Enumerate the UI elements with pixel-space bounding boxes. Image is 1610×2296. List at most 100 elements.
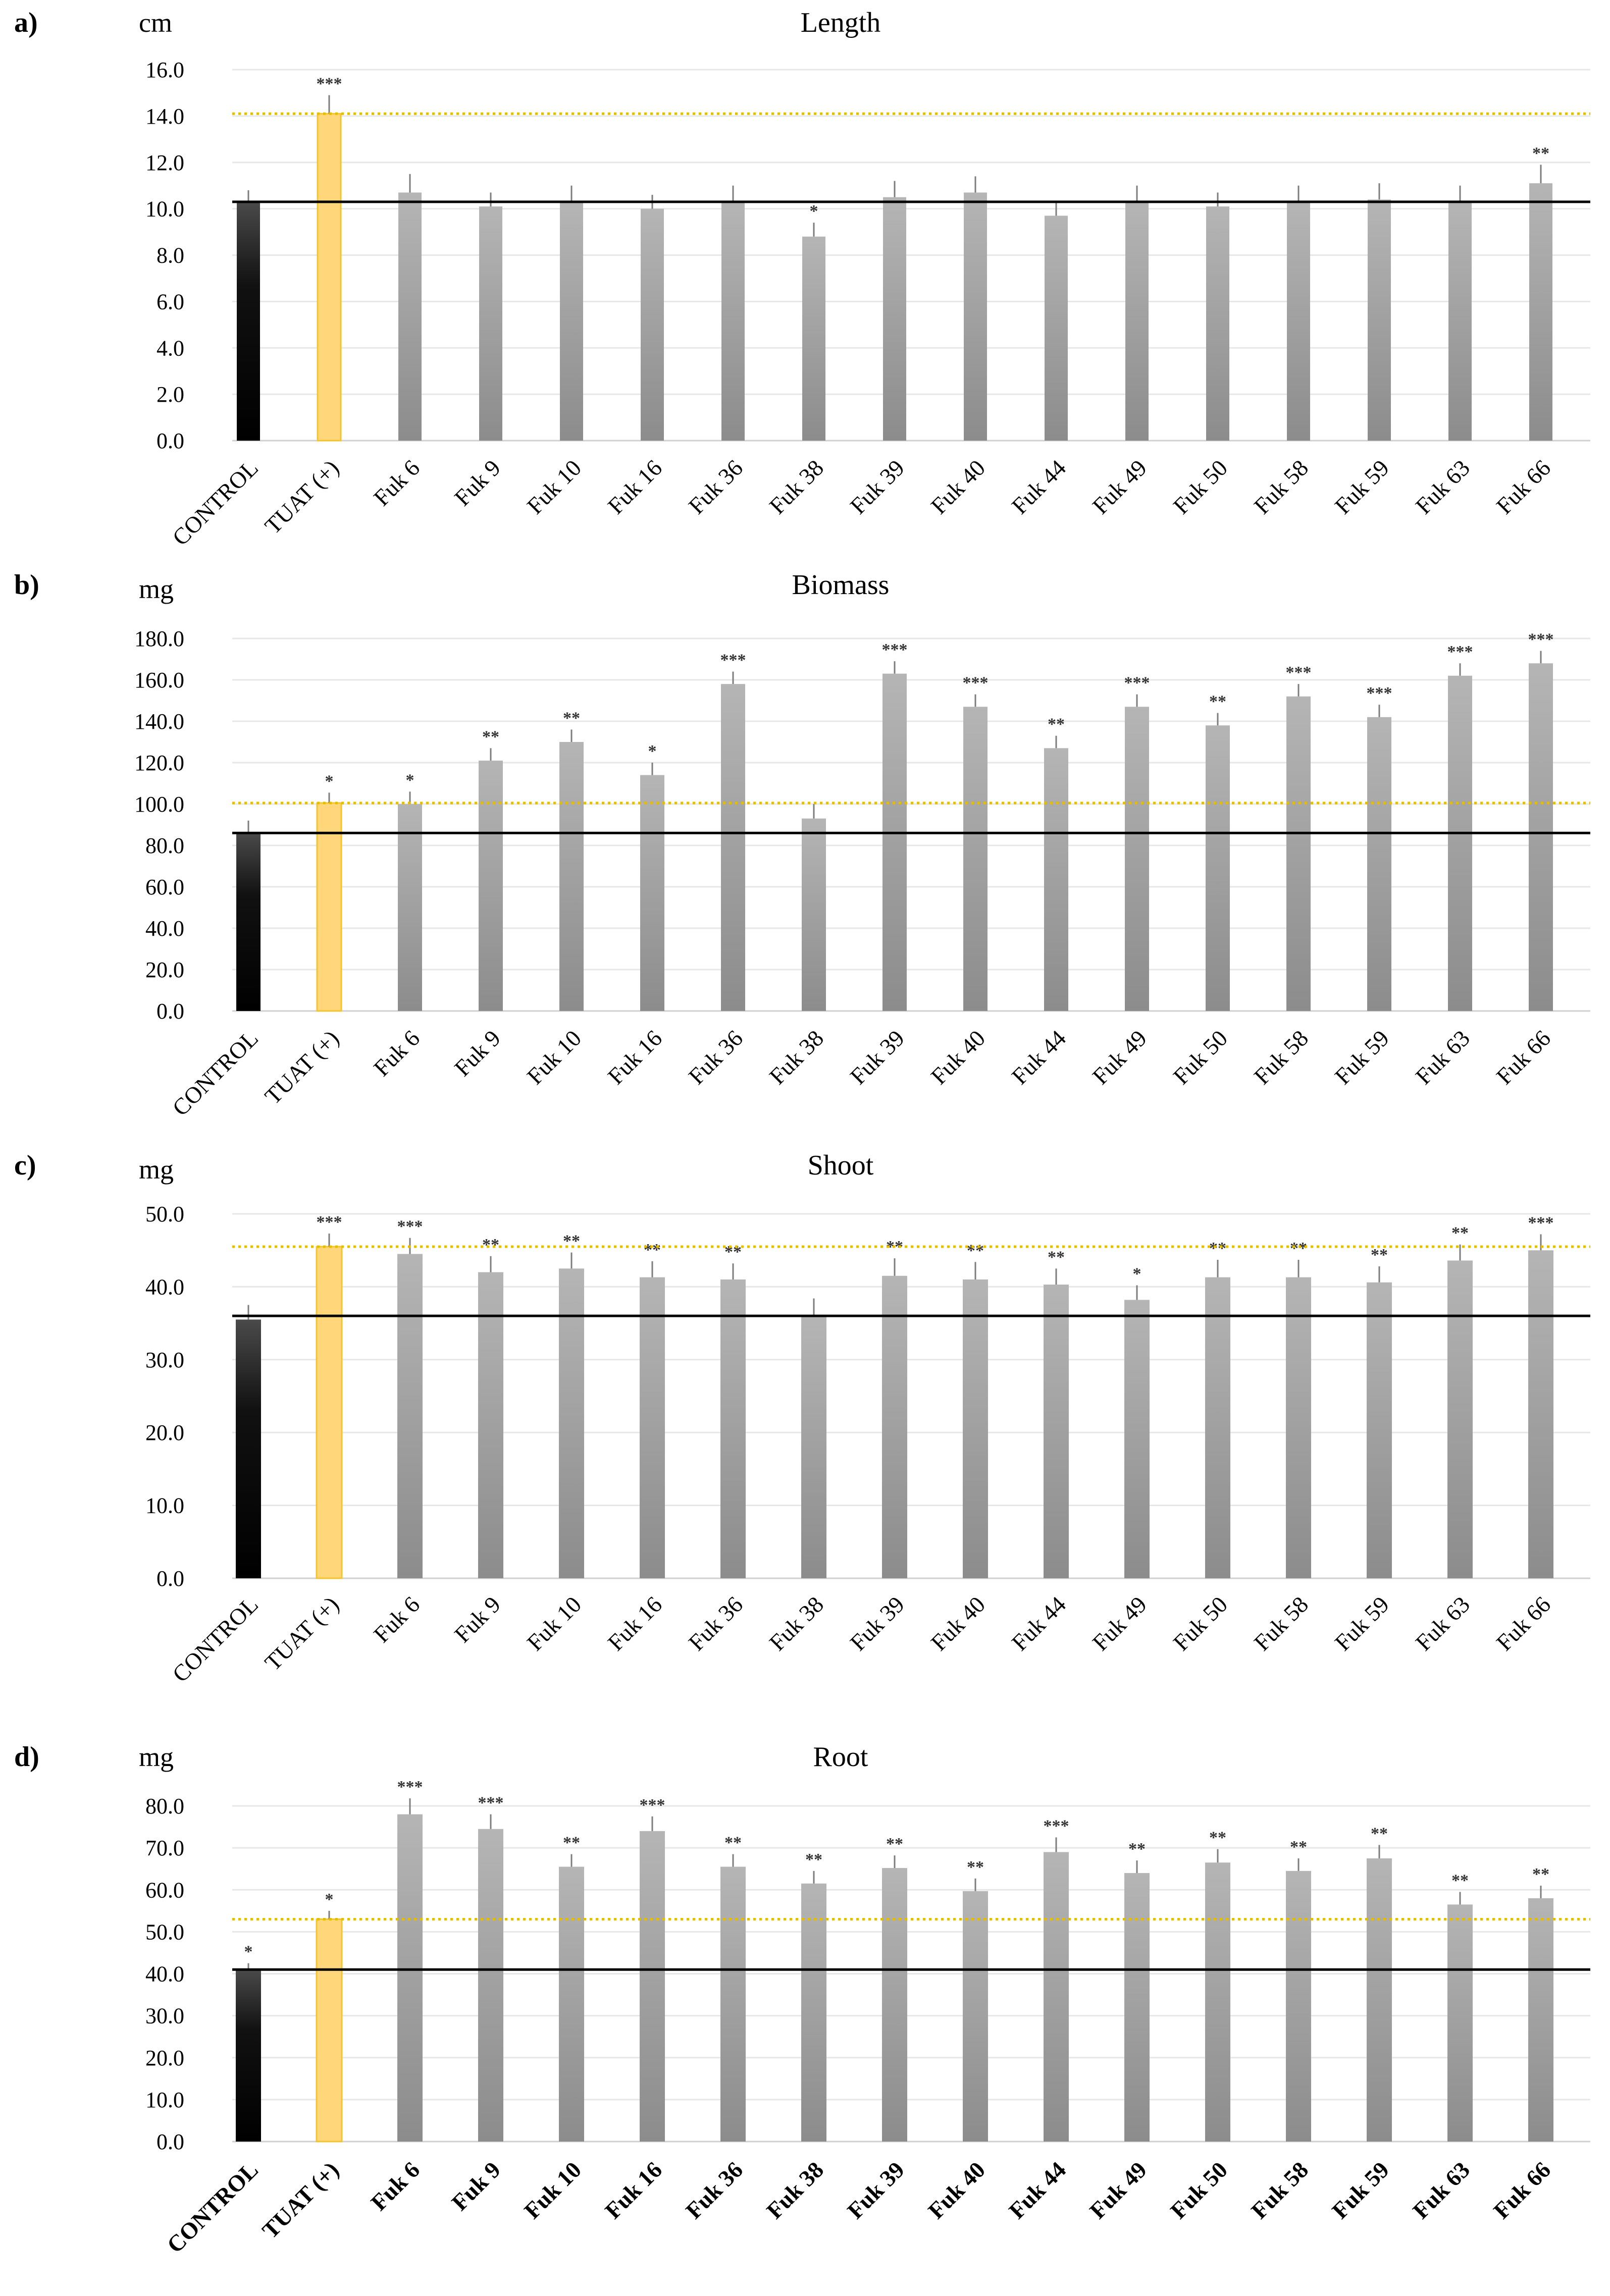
x-tick-label: Fuk 10 — [519, 2157, 586, 2224]
bar — [398, 804, 422, 1011]
y-tick-label: 20.0 — [145, 957, 184, 982]
unit-label: mg — [139, 1742, 174, 1772]
x-tick-label: Fuk 40 — [926, 1591, 990, 1656]
bar — [1205, 1277, 1230, 1578]
significance-mark: *** — [1124, 674, 1150, 692]
bar — [1448, 201, 1472, 441]
bar — [1125, 201, 1149, 441]
x-tick-label: CONTROL — [162, 2157, 264, 2258]
x-tick-label: Fuk 49 — [1087, 1025, 1152, 1089]
x-tick-label: Fuk 38 — [764, 455, 828, 519]
x-tick-label: Fuk 49 — [1084, 2157, 1152, 2224]
bar — [479, 760, 503, 1011]
x-tick-label: Fuk 63 — [1411, 1025, 1475, 1089]
x-tick-label: Fuk 50 — [1168, 1591, 1232, 1656]
bar — [1044, 748, 1068, 1011]
x-tick-label: Fuk 59 — [1330, 455, 1394, 519]
y-tick-label: 30.0 — [145, 2004, 184, 2028]
significance-mark: ** — [1532, 1865, 1549, 1884]
significance-mark: *** — [1528, 1213, 1554, 1232]
significance-mark: ** — [644, 1241, 661, 1259]
x-tick-label: Fuk 40 — [926, 1025, 990, 1089]
x-tick-label: Fuk 58 — [1246, 2157, 1313, 2224]
panel-label: d) — [14, 1741, 39, 1773]
significance-mark: ** — [724, 1243, 742, 1261]
significance-mark: ** — [1371, 1246, 1388, 1264]
y-tick-label: 70.0 — [145, 1836, 184, 1860]
x-tick-label: Fuk 44 — [1004, 2157, 1071, 2224]
bar — [397, 1814, 423, 2142]
x-tick-label: Fuk 39 — [845, 1025, 909, 1089]
bar — [236, 1319, 261, 1578]
bar — [1529, 183, 1552, 441]
unit-label: cm — [139, 8, 172, 38]
bar — [1286, 696, 1311, 1011]
significance-mark: ** — [967, 1858, 984, 1877]
bar — [963, 707, 988, 1011]
significance-mark: *** — [1286, 663, 1312, 682]
y-tick-label: 16.0 — [145, 58, 184, 82]
y-tick-label: 10.0 — [145, 2088, 184, 2112]
x-tick-label: Fuk 63 — [1411, 1591, 1475, 1656]
bar — [1286, 1871, 1311, 2142]
x-tick-label: Fuk 16 — [603, 1025, 667, 1089]
significance-mark: ** — [1048, 715, 1065, 734]
bar — [1447, 1904, 1473, 2142]
bar — [721, 684, 745, 1011]
bar — [316, 1246, 343, 1579]
bar — [478, 1829, 503, 2142]
x-tick-label: Fuk 58 — [1249, 1591, 1313, 1656]
y-tick-label: 0.0 — [157, 429, 184, 453]
bar — [1045, 216, 1068, 441]
significance-mark: ** — [1209, 1829, 1226, 1847]
y-tick-label: 12.0 — [145, 150, 184, 175]
x-tick-label: Fuk 40 — [926, 455, 990, 519]
bar — [883, 197, 906, 441]
significance-mark: * — [325, 1890, 334, 1909]
y-tick-label: 50.0 — [145, 1202, 184, 1226]
panel-label: a) — [14, 7, 38, 38]
x-tick-label: Fuk 63 — [1408, 2157, 1475, 2224]
significance-mark: *** — [317, 75, 342, 93]
y-tick-label: 140.0 — [134, 709, 184, 734]
significance-mark: *** — [1044, 1817, 1069, 1835]
x-tick-label: Fuk 9 — [449, 455, 505, 511]
x-tick-label: Fuk 66 — [1491, 455, 1555, 519]
x-tick-label: Fuk 38 — [764, 1025, 828, 1089]
significance-mark: *** — [1528, 630, 1554, 649]
bar — [316, 802, 342, 1012]
significance-mark: ** — [1451, 1224, 1469, 1243]
x-tick-label: Fuk 44 — [1007, 455, 1071, 519]
y-tick-label: 4.0 — [157, 336, 184, 360]
y-tick-label: 2.0 — [157, 382, 184, 407]
x-tick-label: CONTROL — [167, 1591, 263, 1687]
bar — [802, 236, 825, 441]
bar — [1367, 1858, 1392, 2142]
x-tick-label: Fuk 66 — [1491, 1025, 1555, 1089]
significance-mark: *** — [882, 640, 908, 659]
significance-mark: * — [406, 771, 414, 789]
bar — [640, 775, 664, 1011]
significance-mark: *** — [1447, 643, 1473, 661]
bar — [963, 1279, 988, 1578]
x-tick-label: Fuk 6 — [369, 1591, 425, 1647]
significance-mark: *** — [397, 1778, 423, 1796]
x-tick-label: Fuk 9 — [447, 2157, 506, 2216]
significance-mark: ** — [482, 1236, 499, 1254]
significance-mark: *** — [478, 1794, 504, 1812]
x-tick-label: Fuk 36 — [684, 1025, 748, 1089]
bar — [640, 1277, 665, 1578]
panel-label: c) — [14, 1150, 36, 1181]
y-tick-label: 50.0 — [145, 1919, 184, 1944]
bar — [1124, 1873, 1150, 2142]
bar — [882, 1275, 907, 1578]
bar — [397, 1254, 423, 1578]
x-tick-label: Fuk 40 — [923, 2157, 990, 2224]
significance-mark: *** — [317, 1213, 342, 1232]
x-tick-label: Fuk 38 — [761, 2157, 828, 2224]
x-tick-label: Fuk 9 — [449, 1025, 505, 1081]
significance-mark: *** — [963, 674, 989, 692]
y-tick-label: 160.0 — [134, 668, 184, 692]
x-tick-label: Fuk 39 — [842, 2157, 909, 2224]
x-tick-label: Fuk 36 — [684, 1591, 748, 1656]
